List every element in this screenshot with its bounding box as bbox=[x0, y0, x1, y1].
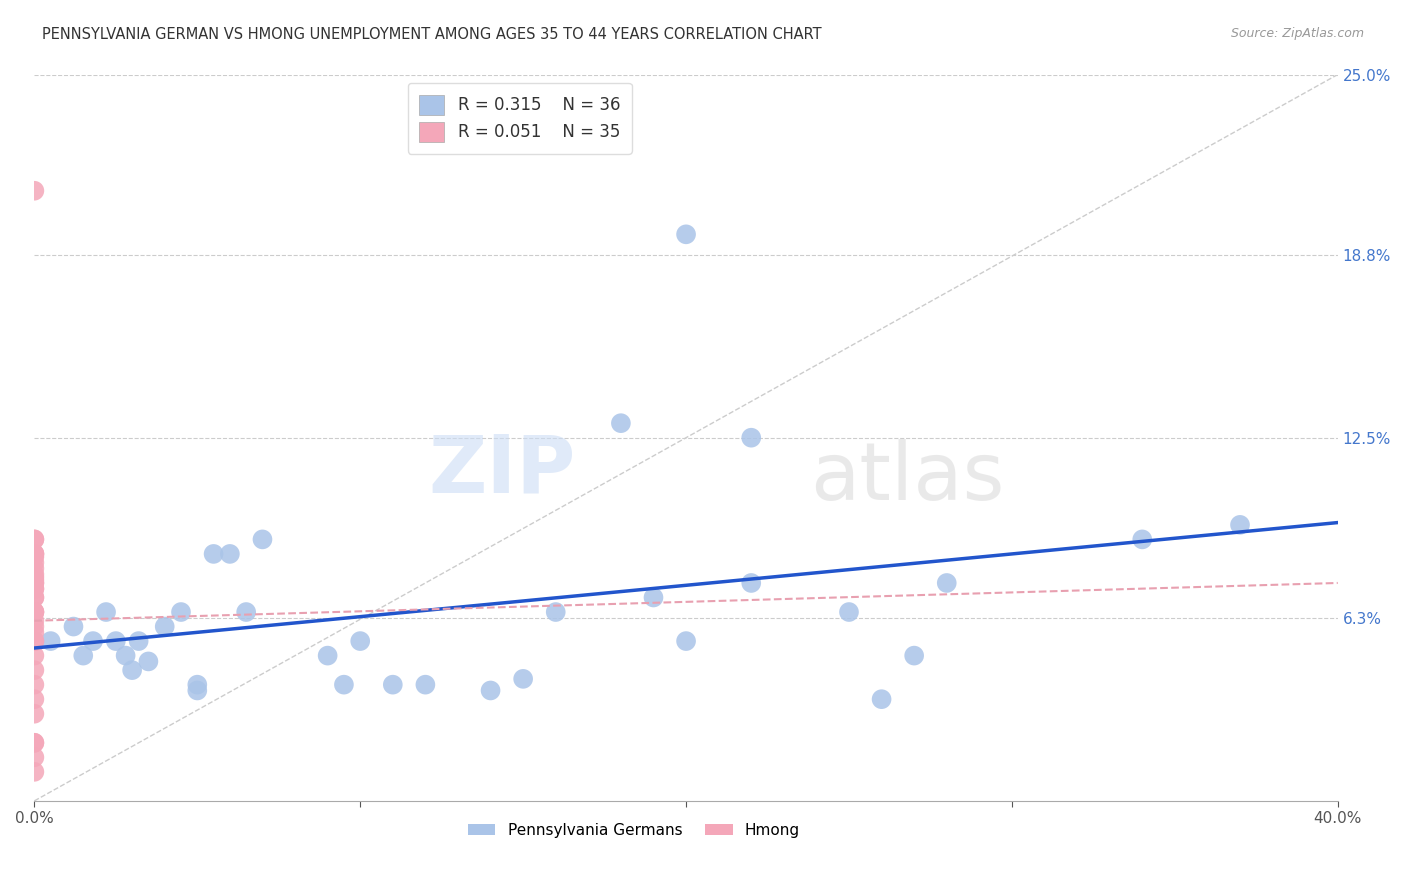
Point bbox=[22, 576, 45, 591]
Point bbox=[22, 678, 45, 692]
Text: ZIP: ZIP bbox=[427, 432, 575, 509]
Point bbox=[610, 416, 633, 430]
Point bbox=[22, 736, 45, 750]
Point bbox=[1229, 517, 1251, 532]
Point bbox=[22, 619, 45, 633]
Point bbox=[22, 605, 45, 619]
Point bbox=[22, 567, 45, 582]
Point bbox=[235, 605, 257, 619]
Point bbox=[903, 648, 925, 663]
Point bbox=[252, 533, 274, 547]
Legend: Pennsylvania Germans, Hmong: Pennsylvania Germans, Hmong bbox=[461, 817, 806, 844]
Point bbox=[544, 605, 567, 619]
Point bbox=[22, 614, 45, 628]
Point bbox=[94, 605, 117, 619]
Point bbox=[740, 576, 762, 591]
Point bbox=[22, 547, 45, 561]
Point bbox=[22, 533, 45, 547]
Point bbox=[675, 634, 697, 648]
Point bbox=[675, 227, 697, 242]
Point bbox=[22, 561, 45, 575]
Point bbox=[415, 678, 437, 692]
Point bbox=[22, 547, 45, 561]
Point bbox=[121, 663, 143, 677]
Point bbox=[22, 570, 45, 584]
Point bbox=[72, 648, 94, 663]
Point bbox=[186, 683, 208, 698]
Point bbox=[153, 619, 176, 633]
Point bbox=[22, 634, 45, 648]
Point bbox=[643, 591, 665, 605]
Point bbox=[22, 692, 45, 706]
Point bbox=[170, 605, 193, 619]
Point bbox=[22, 591, 45, 605]
Point bbox=[114, 648, 136, 663]
Point bbox=[22, 533, 45, 547]
Point bbox=[22, 184, 45, 198]
Point bbox=[219, 547, 242, 561]
Point bbox=[22, 706, 45, 721]
Point bbox=[104, 634, 127, 648]
Point bbox=[22, 591, 45, 605]
Point bbox=[870, 692, 893, 706]
Point bbox=[512, 672, 534, 686]
Point bbox=[740, 431, 762, 445]
Point bbox=[381, 678, 404, 692]
Text: atlas: atlas bbox=[810, 439, 1004, 516]
Point bbox=[22, 605, 45, 619]
Point bbox=[22, 582, 45, 596]
Point bbox=[479, 683, 502, 698]
Point bbox=[82, 634, 104, 648]
Point bbox=[22, 663, 45, 677]
Point bbox=[22, 750, 45, 764]
Point bbox=[22, 556, 45, 570]
Point bbox=[128, 634, 150, 648]
Point bbox=[349, 634, 371, 648]
Point bbox=[202, 547, 225, 561]
Point bbox=[22, 605, 45, 619]
Point bbox=[22, 547, 45, 561]
Point bbox=[22, 736, 45, 750]
Point bbox=[39, 634, 62, 648]
Point bbox=[935, 576, 957, 591]
Point bbox=[838, 605, 860, 619]
Point bbox=[22, 764, 45, 779]
Point bbox=[1130, 533, 1153, 547]
Point bbox=[22, 549, 45, 564]
Text: PENNSYLVANIA GERMAN VS HMONG UNEMPLOYMENT AMONG AGES 35 TO 44 YEARS CORRELATION : PENNSYLVANIA GERMAN VS HMONG UNEMPLOYMEN… bbox=[42, 27, 821, 42]
Point bbox=[22, 576, 45, 591]
Point bbox=[22, 582, 45, 596]
Point bbox=[333, 678, 356, 692]
Point bbox=[138, 655, 160, 669]
Point bbox=[22, 634, 45, 648]
Point bbox=[186, 678, 208, 692]
Text: Source: ZipAtlas.com: Source: ZipAtlas.com bbox=[1230, 27, 1364, 40]
Point bbox=[62, 619, 84, 633]
Point bbox=[22, 648, 45, 663]
Point bbox=[22, 573, 45, 587]
Point bbox=[316, 648, 339, 663]
Point bbox=[22, 625, 45, 640]
